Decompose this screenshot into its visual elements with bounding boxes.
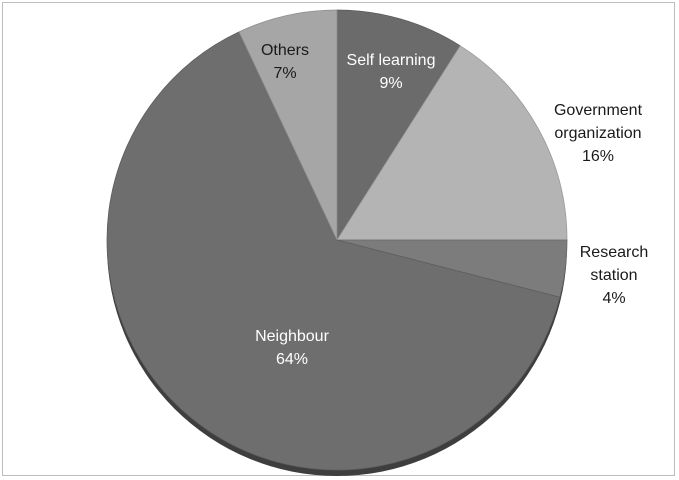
slice-value-neighbour: 64% <box>276 351 308 368</box>
pie-slice-others <box>238 9 338 241</box>
slice-label-government-organization: Government organization 16% <box>554 102 643 165</box>
slice-value-government-organization: 16% <box>582 148 614 165</box>
pie-slices <box>106 9 568 471</box>
slice-label-research-station: Research station 4% <box>580 244 648 307</box>
pie-slice-self-learning <box>336 9 461 242</box>
slice-label-self-learning: Self learning 9% <box>347 52 436 92</box>
pie-labels: Self learning 9% Government organization 16%… <box>255 42 648 368</box>
slice-label-others: Others 7% <box>261 42 309 82</box>
pie-slice-government-organization <box>336 45 568 241</box>
slice-value-others: 7% <box>273 65 296 82</box>
slice-value-research-station: 4% <box>602 290 625 307</box>
slice-value-self-learning: 9% <box>379 75 402 92</box>
pie-slice-neighbour <box>106 31 561 471</box>
slice-label-neighbour: Neighbour 64% <box>255 328 330 368</box>
